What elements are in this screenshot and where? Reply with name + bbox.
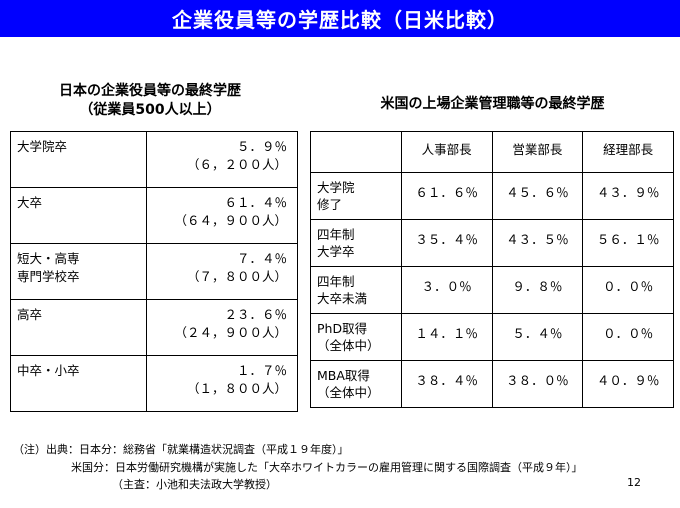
us-table-heading: 米国の上場企業管理職等の最終学歴 xyxy=(380,96,605,112)
education-category-cell: 短大・高専専門学校卒 xyxy=(10,243,147,300)
table-row: 四年制 大学卒 ３５．４％ ４３．５％ ５６．１％ xyxy=(310,219,674,267)
percentage-cell: ３．０％ xyxy=(400,266,493,314)
percentage-cell: ３８．４％ xyxy=(400,360,493,408)
row-header-cell: PhD取得 （全体中） xyxy=(310,313,402,361)
japan-heading-line1: 日本の企業役員等の最終学歴 xyxy=(59,83,241,99)
table-row: 中卒・小卒 １．７％ （１，８００人） xyxy=(10,355,298,412)
table-row: 大卒 ６１．４％ （６４，９００人） xyxy=(10,187,298,244)
table-row: 四年制 大卒未満 ３．０％ ９．８％ ０．０％ xyxy=(310,266,674,314)
table-row: 大学院卒 ５．９％ （６，２００人） xyxy=(10,131,298,188)
japan-table-heading: 日本の企業役員等の最終学歴 （従業員500人以上） xyxy=(0,82,300,120)
value-cell: ６１．４％ （６４，９００人） xyxy=(146,187,298,244)
headcount-value: （７，８００人） xyxy=(186,269,287,284)
education-category-cell: 高卒 xyxy=(10,299,147,356)
us-table-header-row: 人事部長 営業部長 経理部長 xyxy=(310,131,674,173)
percentage-cell: １４．１％ xyxy=(400,313,493,361)
percentage-cell: ５．４％ xyxy=(491,313,584,361)
row-label-line2: （全体中） xyxy=(317,385,380,400)
percentage-value: ２３．６％ xyxy=(224,307,287,322)
slide-title: 企業役員等の学歴比較（日米比較） xyxy=(0,0,680,37)
row-label-line2: 大学卒 xyxy=(317,244,355,259)
category-label: 短大・高専 xyxy=(17,251,80,266)
value-cell: ２３．６％ （２４，９００人） xyxy=(146,299,298,356)
percentage-value: １．７％ xyxy=(236,363,287,378)
column-header: 営業部長 xyxy=(491,131,584,173)
percentage-cell: ４３．５％ xyxy=(491,219,584,267)
row-label: 四年制 xyxy=(317,274,355,289)
percentage-cell: ４５．６％ xyxy=(491,172,584,220)
percentage-cell: ４３．９％ xyxy=(582,172,674,220)
row-header-cell: 四年制 大卒未満 xyxy=(310,266,402,314)
row-label-line2: 大卒未満 xyxy=(317,291,368,306)
percentage-cell: ０．０％ xyxy=(582,313,674,361)
table-row: MBA取得 （全体中） ３８．４％ ３８．０％ ４０．９％ xyxy=(310,360,674,408)
headcount-value: （６，２００人） xyxy=(186,157,287,172)
column-header: 人事部長 xyxy=(400,131,493,173)
category-label: 大卒 xyxy=(17,195,43,210)
category-label-line2: 専門学校卒 xyxy=(17,269,80,284)
value-cell: １．７％ （１，８００人） xyxy=(146,355,298,412)
education-category-cell: 大学院卒 xyxy=(10,131,147,188)
japan-heading-line2: （従業員500人以上） xyxy=(79,102,221,118)
footnote-source-japan: （注）出典：日本分：総務省「就業構造状況調査（平成１９年度）」 xyxy=(13,443,349,456)
percentage-value: ６１．４％ xyxy=(224,195,287,210)
row-header-cell: 大学院 修了 xyxy=(310,172,402,220)
us-education-table: 人事部長 営業部長 経理部長 大学院 修了 ６１．６％ ４５．６％ ４３．９％ 四年制 大学卒 ３… xyxy=(310,131,674,408)
category-label: 中卒・小卒 xyxy=(17,363,80,378)
table-row: 大学院 修了 ６１．６％ ４５．６％ ４３．９％ xyxy=(310,172,674,220)
value-cell: ７．４％ （７，８００人） xyxy=(146,243,298,300)
table-row: PhD取得 （全体中） １４．１％ ５．４％ ０．０％ xyxy=(310,313,674,361)
row-label: MBA取得 xyxy=(317,368,370,383)
row-header-cell: 四年制 大学卒 xyxy=(310,219,402,267)
japan-education-table: 大学院卒 ５．９％ （６，２００人） 大卒 ６１．４％ （６４，９００人） 短大・高専専門学… xyxy=(10,131,298,412)
row-label: PhD取得 xyxy=(317,321,368,336)
column-header: 経理部長 xyxy=(582,131,674,173)
percentage-cell: ３８．０％ xyxy=(491,360,584,408)
table-row: 高卒 ２３．６％ （２４，９００人） xyxy=(10,299,298,356)
percentage-value: ７．４％ xyxy=(236,251,287,266)
percentage-cell: ９．８％ xyxy=(491,266,584,314)
page-number: 12 xyxy=(627,476,641,489)
row-label: 大学院 xyxy=(317,180,355,195)
table-row: 短大・高専専門学校卒 ７．４％ （７，８００人） xyxy=(10,243,298,300)
value-cell: ５．９％ （６，２００人） xyxy=(146,131,298,188)
row-header-cell: MBA取得 （全体中） xyxy=(310,360,402,408)
row-label-line2: （全体中） xyxy=(317,338,380,353)
percentage-cell: ０．０％ xyxy=(582,266,674,314)
footnote-chair: （主査：小池和夫法政大学教授） xyxy=(112,478,277,491)
percentage-cell: ５６．１％ xyxy=(582,219,674,267)
headcount-value: （６４，９００人） xyxy=(174,213,287,228)
percentage-value: ５．９％ xyxy=(236,139,287,154)
headcount-value: （２４，９００人） xyxy=(174,325,287,340)
row-label-line2: 修了 xyxy=(317,197,343,212)
corner-header-cell xyxy=(310,131,402,173)
education-category-cell: 中卒・小卒 xyxy=(10,355,147,412)
category-label: 高卒 xyxy=(17,307,43,322)
percentage-cell: ３５．４％ xyxy=(400,219,493,267)
row-label: 四年制 xyxy=(317,227,355,242)
category-label: 大学院卒 xyxy=(17,139,68,154)
percentage-cell: ４０．９％ xyxy=(582,360,674,408)
education-category-cell: 大卒 xyxy=(10,187,147,244)
percentage-cell: ６１．６％ xyxy=(400,172,493,220)
headcount-value: （１，８００人） xyxy=(186,381,287,396)
footnote-source-us: 米国分：日本労働研究機構が実施した「大卒ホワイトカラーの雇用管理に関する国際調査… xyxy=(71,461,583,474)
